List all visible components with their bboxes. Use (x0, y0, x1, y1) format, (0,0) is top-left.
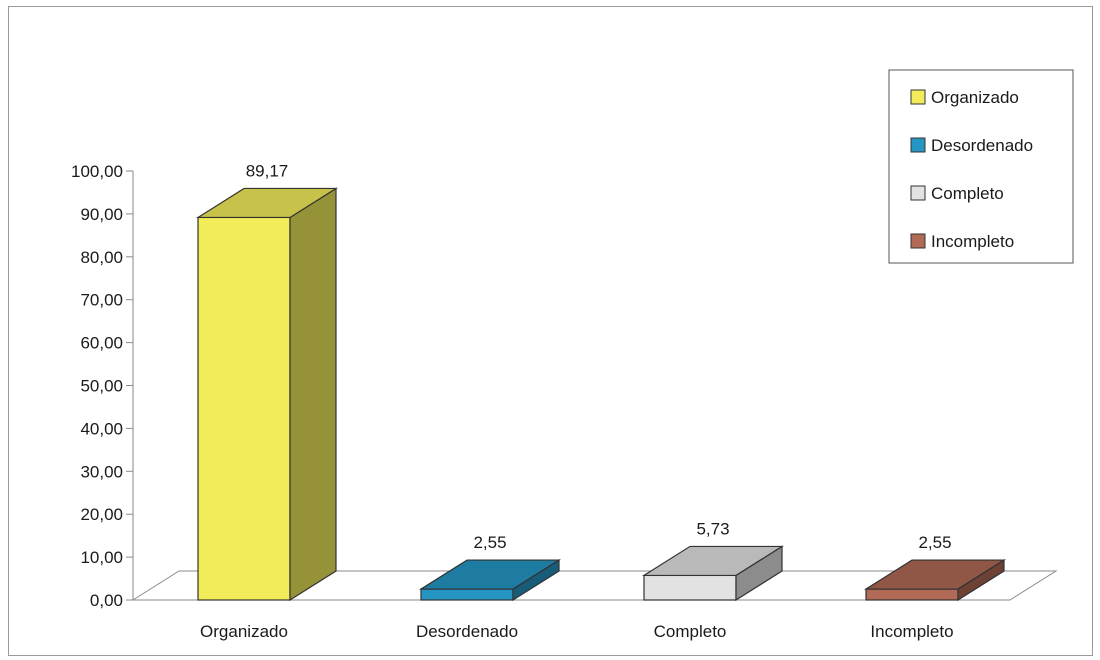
legend-swatch (910, 137, 926, 153)
y-tick-label: 30,00 (80, 462, 123, 481)
bar-top (418, 559, 562, 590)
bar-front (420, 588, 514, 601)
legend-label: Incompleto (931, 232, 1014, 251)
legend: Organizado Desordenado Completo Incompleto (888, 69, 1074, 264)
bar-front (197, 216, 291, 601)
x-tick-label: Desordenado (416, 622, 518, 641)
legend-label: Completo (931, 184, 1004, 203)
legend-label: Desordenado (931, 136, 1033, 155)
x-tick-label: Organizado (200, 622, 288, 641)
bar-top (863, 559, 1007, 590)
bar-top (641, 545, 785, 577)
bar-incompleto (863, 558, 1007, 602)
y-tick-label: 20,00 (80, 505, 123, 524)
y-tick-label: 50,00 (80, 377, 123, 396)
bar-top (195, 187, 339, 219)
bar-side (289, 187, 337, 602)
bar-desordenado (418, 558, 562, 602)
y-tick-label: 10,00 (80, 548, 123, 567)
data-label: 2,55 (918, 533, 951, 552)
y-tick-label: 40,00 (80, 419, 123, 438)
y-tick-label: 100,00 (71, 162, 123, 181)
x-tick-label: Completo (654, 622, 727, 641)
bar-organizado (195, 187, 339, 602)
legend-box (888, 69, 1074, 264)
bar-completo (641, 545, 785, 602)
y-tick-label: 80,00 (80, 248, 123, 267)
data-label: 89,17 (246, 161, 289, 180)
x-tick-label: Incompleto (870, 622, 953, 641)
y-tick-label: 60,00 (80, 334, 123, 353)
legend-swatch (910, 233, 926, 249)
y-tick-label: 90,00 (80, 205, 123, 224)
bar-front (643, 574, 737, 601)
legend-swatch (910, 89, 926, 105)
legend-swatch (910, 185, 926, 201)
data-label: 2,55 (473, 533, 506, 552)
bar-front (865, 588, 959, 601)
y-tick-label: 70,00 (80, 291, 123, 310)
y-tick-label: 0,00 (90, 591, 123, 610)
data-label: 5,73 (696, 519, 729, 538)
legend-label: Organizado (931, 88, 1019, 107)
